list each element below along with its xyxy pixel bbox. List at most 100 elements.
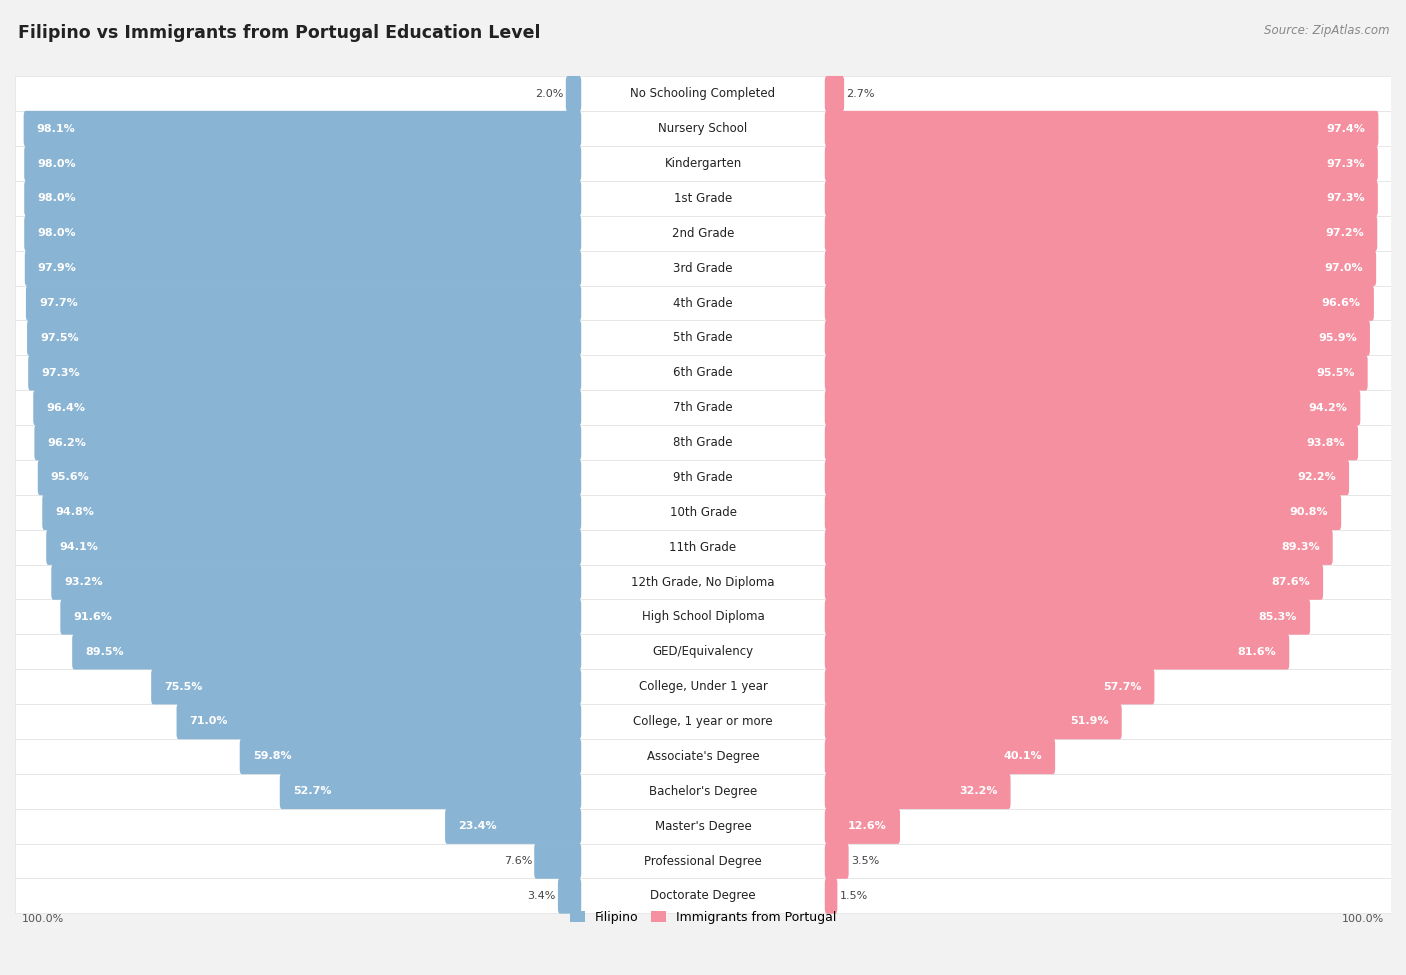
Text: 92.2%: 92.2% (1298, 472, 1336, 483)
Text: Source: ZipAtlas.com: Source: ZipAtlas.com (1264, 24, 1389, 37)
Bar (15, 669, 1391, 704)
Text: 94.8%: 94.8% (55, 507, 94, 518)
Text: 97.5%: 97.5% (41, 332, 79, 343)
Text: 98.0%: 98.0% (38, 228, 76, 238)
Text: Kindergarten: Kindergarten (665, 157, 741, 170)
FancyBboxPatch shape (825, 180, 1378, 216)
Text: 3.4%: 3.4% (527, 891, 555, 901)
Text: 97.0%: 97.0% (1324, 263, 1362, 273)
FancyBboxPatch shape (825, 565, 1323, 600)
FancyBboxPatch shape (25, 251, 581, 286)
Text: 97.7%: 97.7% (39, 298, 77, 308)
Text: 97.2%: 97.2% (1326, 228, 1364, 238)
FancyBboxPatch shape (825, 773, 1011, 809)
FancyBboxPatch shape (825, 739, 1054, 774)
Bar (15, 495, 1391, 529)
Text: 8th Grade: 8th Grade (673, 436, 733, 449)
Text: 97.3%: 97.3% (41, 368, 80, 377)
Text: 95.9%: 95.9% (1317, 332, 1357, 343)
FancyBboxPatch shape (38, 459, 581, 495)
Text: 85.3%: 85.3% (1258, 612, 1298, 622)
Bar (15, 565, 1391, 600)
Legend: Filipino, Immigrants from Portugal: Filipino, Immigrants from Portugal (565, 906, 841, 929)
FancyBboxPatch shape (825, 494, 1341, 530)
FancyBboxPatch shape (446, 808, 581, 844)
FancyBboxPatch shape (24, 180, 581, 216)
Bar (15, 529, 1391, 565)
Bar (15, 181, 1391, 215)
Bar (15, 739, 1391, 774)
FancyBboxPatch shape (825, 286, 1374, 321)
FancyBboxPatch shape (24, 145, 581, 181)
Text: 91.6%: 91.6% (73, 612, 112, 622)
Text: 51.9%: 51.9% (1070, 717, 1109, 726)
FancyBboxPatch shape (825, 251, 1376, 286)
Text: 96.6%: 96.6% (1322, 298, 1361, 308)
Text: 100.0%: 100.0% (1341, 914, 1384, 923)
Bar (15, 704, 1391, 739)
Text: 32.2%: 32.2% (959, 786, 997, 797)
Text: Associate's Degree: Associate's Degree (647, 750, 759, 762)
Text: Nursery School: Nursery School (658, 122, 748, 136)
Text: 1.5%: 1.5% (839, 891, 868, 901)
FancyBboxPatch shape (240, 739, 581, 774)
Text: 95.6%: 95.6% (51, 472, 90, 483)
Text: College, 1 year or more: College, 1 year or more (633, 715, 773, 728)
Text: 57.7%: 57.7% (1102, 682, 1142, 691)
Text: 89.5%: 89.5% (86, 646, 124, 657)
Text: 97.3%: 97.3% (1326, 193, 1365, 204)
FancyBboxPatch shape (42, 494, 581, 530)
FancyBboxPatch shape (558, 878, 581, 914)
Text: 75.5%: 75.5% (165, 682, 202, 691)
Text: 2.0%: 2.0% (536, 89, 564, 98)
Bar (15, 215, 1391, 251)
FancyBboxPatch shape (825, 529, 1333, 565)
Text: 93.8%: 93.8% (1306, 438, 1346, 448)
Text: Filipino vs Immigrants from Portugal Education Level: Filipino vs Immigrants from Portugal Edu… (18, 24, 541, 42)
FancyBboxPatch shape (27, 320, 581, 356)
Bar (15, 390, 1391, 425)
Bar (15, 76, 1391, 111)
FancyBboxPatch shape (46, 529, 581, 565)
Bar (15, 460, 1391, 495)
Text: 96.2%: 96.2% (48, 438, 86, 448)
FancyBboxPatch shape (51, 565, 581, 600)
Text: 7.6%: 7.6% (503, 856, 531, 866)
FancyBboxPatch shape (825, 145, 1378, 181)
Text: No Schooling Completed: No Schooling Completed (630, 87, 776, 100)
FancyBboxPatch shape (177, 704, 581, 739)
Text: 98.0%: 98.0% (38, 159, 76, 169)
Text: 94.2%: 94.2% (1309, 403, 1347, 412)
FancyBboxPatch shape (534, 843, 581, 878)
FancyBboxPatch shape (825, 878, 838, 914)
Bar (15, 425, 1391, 460)
Bar (15, 111, 1391, 146)
Text: 89.3%: 89.3% (1281, 542, 1320, 552)
Text: Professional Degree: Professional Degree (644, 854, 762, 868)
Text: 2.7%: 2.7% (846, 89, 875, 98)
Text: 23.4%: 23.4% (458, 821, 496, 831)
FancyBboxPatch shape (825, 76, 844, 111)
FancyBboxPatch shape (825, 459, 1350, 495)
Text: High School Diploma: High School Diploma (641, 610, 765, 623)
Text: 40.1%: 40.1% (1004, 752, 1042, 761)
Text: 71.0%: 71.0% (190, 717, 228, 726)
Text: 7th Grade: 7th Grade (673, 401, 733, 414)
Text: 87.6%: 87.6% (1271, 577, 1310, 587)
Bar (15, 321, 1391, 355)
FancyBboxPatch shape (825, 669, 1154, 704)
FancyBboxPatch shape (825, 425, 1358, 460)
Text: 12th Grade, No Diploma: 12th Grade, No Diploma (631, 575, 775, 589)
Bar (15, 843, 1391, 878)
Text: 4th Grade: 4th Grade (673, 296, 733, 309)
Bar (15, 774, 1391, 808)
Text: 1st Grade: 1st Grade (673, 192, 733, 205)
Text: Doctorate Degree: Doctorate Degree (650, 889, 756, 903)
FancyBboxPatch shape (825, 599, 1310, 635)
FancyBboxPatch shape (34, 390, 581, 425)
Bar (15, 600, 1391, 635)
FancyBboxPatch shape (825, 704, 1122, 739)
Text: 81.6%: 81.6% (1237, 646, 1277, 657)
Text: 93.2%: 93.2% (65, 577, 103, 587)
Text: 10th Grade: 10th Grade (669, 506, 737, 519)
